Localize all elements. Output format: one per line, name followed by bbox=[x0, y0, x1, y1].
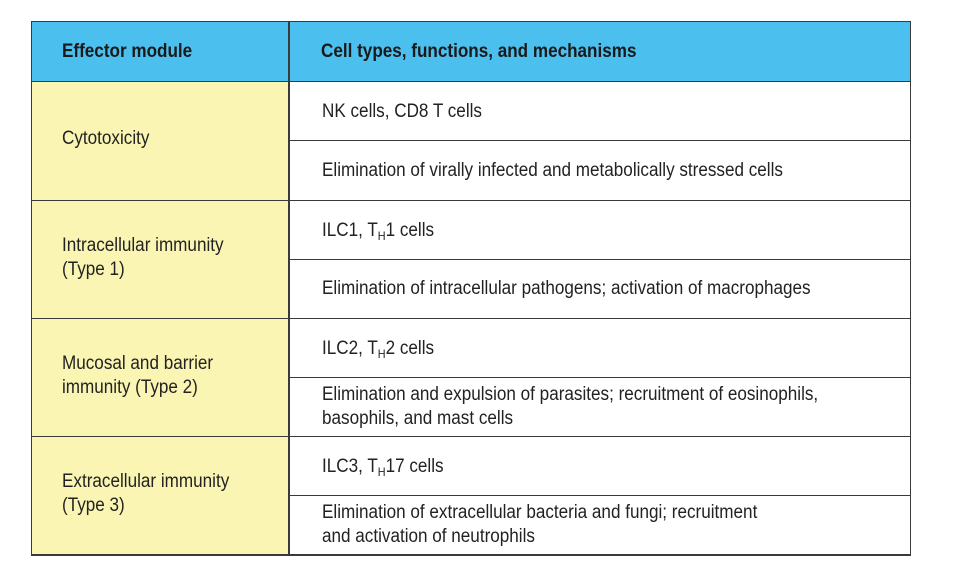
cell-types-subscript: H bbox=[377, 347, 386, 361]
module-cell: Cytotoxicity bbox=[32, 82, 288, 200]
function-text: Elimination of extracellular bacteria an… bbox=[322, 502, 758, 547]
cell-types-cell: ILC1, TH1 cells bbox=[289, 201, 910, 260]
module-label: Extracellular immunity (Type 3) bbox=[62, 470, 230, 516]
cell-types-text: ILC1, TH1 cells bbox=[322, 219, 434, 243]
function-cell: Elimination of intracellular pathogens; … bbox=[289, 260, 910, 318]
table-row-type3: Extracellular immunity (Type 3) ILC3, TH… bbox=[32, 437, 910, 555]
cell-types-text: ILC3, TH17 cells bbox=[322, 455, 444, 479]
cell-types-text: ILC2, TH2 cells bbox=[322, 337, 434, 361]
table-row-type2: Mucosal and barrier immunity (Type 2) IL… bbox=[32, 319, 910, 437]
cell-types-cell: NK cells, CD8 T cells bbox=[289, 82, 910, 141]
column-divider bbox=[288, 22, 290, 555]
cell-types-subscript: H bbox=[377, 229, 386, 243]
header-effector-module: Effector module bbox=[62, 40, 193, 62]
function-cell: Elimination of virally infected and meta… bbox=[289, 141, 910, 200]
cell-types-subscript: H bbox=[377, 465, 386, 479]
module-cell: Mucosal and barrier immunity (Type 2) bbox=[32, 319, 288, 436]
table-header: Effector module Cell types, functions, a… bbox=[32, 22, 910, 82]
table-row-cytotoxicity: Cytotoxicity NK cells, CD8 T cells Elimi… bbox=[32, 82, 910, 201]
cell-types-text: NK cells, CD8 T cells bbox=[322, 101, 482, 122]
cell-types-prefix: ILC1, T bbox=[322, 220, 378, 241]
module-label: Mucosal and barrier immunity (Type 2) bbox=[62, 352, 214, 398]
function-cell: Elimination of extracellular bacteria an… bbox=[289, 496, 910, 554]
function-text: Elimination of intracellular pathogens; … bbox=[322, 278, 811, 299]
module-label: Intracellular immunity (Type 1) bbox=[62, 234, 224, 280]
module-label: Cytotoxicity bbox=[62, 128, 150, 149]
module-cell: Extracellular immunity (Type 3) bbox=[32, 437, 288, 554]
effector-module-table: Effector module Cell types, functions, a… bbox=[31, 21, 911, 556]
function-text: Elimination of virally infected and meta… bbox=[322, 159, 783, 181]
cell-types-prefix: ILC2, T bbox=[322, 338, 378, 359]
function-text: Elimination and expulsion of parasites; … bbox=[322, 384, 819, 429]
cell-types-cell: ILC2, TH2 cells bbox=[289, 319, 910, 378]
table-row-type1: Intracellular immunity (Type 1) ILC1, TH… bbox=[32, 201, 910, 319]
cell-types-cell: ILC3, TH17 cells bbox=[289, 437, 910, 496]
function-cell: Elimination and expulsion of parasites; … bbox=[289, 378, 910, 436]
header-cell-types: Cell types, functions, and mechanisms bbox=[321, 40, 637, 62]
cell-types-suffix: 17 cells bbox=[385, 456, 444, 477]
cell-types-prefix: ILC3, T bbox=[322, 456, 378, 477]
cell-types-suffix: 2 cells bbox=[385, 338, 435, 359]
cell-types-suffix: 1 cells bbox=[385, 220, 435, 241]
module-cell: Intracellular immunity (Type 1) bbox=[32, 201, 288, 318]
